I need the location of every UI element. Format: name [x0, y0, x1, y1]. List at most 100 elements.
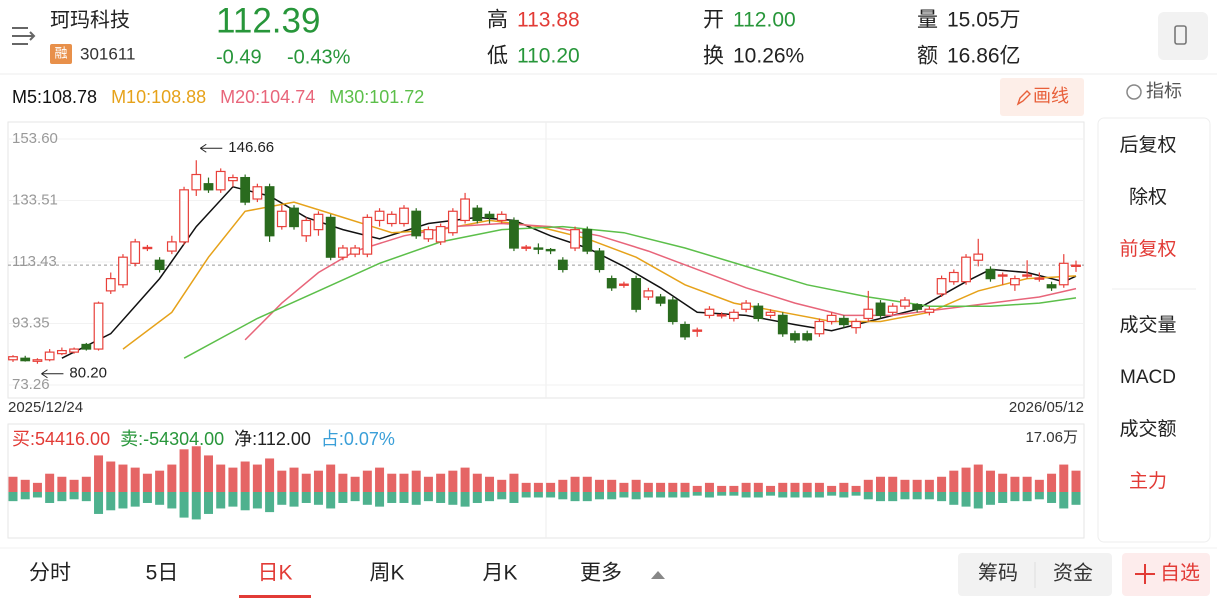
volume-bar-down [692, 492, 702, 496]
min-arrow [41, 369, 64, 379]
candle-body [606, 278, 617, 289]
candle-body [900, 299, 910, 307]
volume-bar-down [423, 492, 433, 502]
volume-bar-up [802, 482, 812, 492]
volume-bar-up [326, 464, 336, 492]
sidebar-item[interactable]: 成交额 [1119, 418, 1176, 440]
candle-body [276, 210, 287, 228]
sidebar-item[interactable]: 前复权 [1119, 238, 1176, 260]
candle-body [325, 216, 336, 258]
volume-bar-up [888, 476, 898, 492]
sidebar-item[interactable]: 后复权 [1119, 134, 1176, 156]
volume-bar-up [436, 473, 446, 492]
sidebar-item[interactable]: 主力 [1129, 470, 1167, 492]
stat-label: 换 [703, 45, 724, 68]
volume-bar-up [509, 473, 519, 492]
tab[interactable]: 分时 [29, 562, 71, 585]
candle-body [203, 183, 214, 191]
candle-body [997, 274, 1008, 277]
tab[interactable]: 日K [257, 562, 292, 585]
volume-bar-up [863, 479, 873, 492]
volume-bar-up [876, 476, 886, 492]
candle-body [93, 302, 104, 350]
tab[interactable]: 5日 [146, 562, 179, 585]
volume-bar-up [460, 467, 470, 492]
candle-body [704, 308, 715, 316]
volume-bar-up [130, 467, 140, 492]
tab[interactable]: 月K [482, 562, 517, 585]
volume-bar-up [619, 482, 629, 492]
price: 112.39 [216, 1, 320, 40]
tab[interactable]: 周K [369, 562, 404, 585]
draw-button-label: 画线 [1033, 86, 1069, 106]
candle-body [264, 186, 275, 237]
draw-button[interactable] [1000, 78, 1084, 116]
volume-bar-down [631, 492, 641, 500]
volume-bar-down [301, 492, 311, 503]
volume-bar-up [252, 464, 262, 492]
sidebar-frame [1097, 117, 1211, 543]
sidebar-item[interactable]: 成交量 [1119, 314, 1176, 336]
y-tick-label: 113.43 [12, 253, 57, 270]
volume-bar-down [179, 492, 189, 518]
max-label: 146.66 [228, 139, 274, 156]
volume-bar-down [888, 492, 898, 502]
volume-bar-up [32, 482, 42, 492]
volume-bar-down [802, 492, 812, 498]
volume-bar-up [607, 479, 617, 492]
volume-legend: 卖:-54304.00 [120, 429, 224, 449]
menu-icon[interactable] [12, 27, 36, 45]
sidebar-item[interactable]: MACD [1120, 367, 1176, 388]
volume-bar-up [985, 470, 995, 492]
candle-body [802, 333, 813, 341]
watch-button[interactable] [1122, 553, 1210, 596]
button-label[interactable]: 筹码 [978, 561, 1018, 584]
stock-code: 301611 [80, 44, 135, 63]
volume-bar-down [998, 492, 1008, 503]
button-label[interactable]: 资金 [1053, 561, 1093, 584]
candle-body [973, 253, 984, 261]
volume-bar-up [533, 482, 543, 492]
candle-body [1046, 284, 1057, 289]
volume-bar-down [32, 492, 42, 498]
volume-bar-up [766, 485, 776, 492]
volume-bar-down [142, 492, 152, 503]
candle-body [374, 210, 385, 222]
volume-bar-up [167, 464, 177, 492]
volume-bar-down [521, 492, 531, 498]
tab-underline [239, 595, 311, 598]
volume-bar-up [937, 476, 947, 492]
candle-body [240, 176, 251, 203]
candle-body [460, 198, 470, 222]
tab[interactable]: 更多 [580, 562, 622, 585]
volume-bar-up [289, 467, 299, 492]
volume-bar-up [717, 485, 727, 492]
volume-bar-up [594, 479, 604, 492]
volume-bar-up [411, 470, 421, 492]
sidebar-title[interactable]: 指标 [1146, 81, 1182, 101]
ma-line [183, 225, 1077, 359]
watch-button-label: 自选 [1160, 561, 1200, 584]
y-tick-label: 153.60 [12, 130, 58, 147]
candle-body [667, 299, 678, 323]
sidebar-item[interactable]: 除权 [1129, 186, 1167, 208]
volume-bar-down [949, 492, 959, 505]
volume-bar-down [1022, 492, 1032, 502]
candle-body [337, 247, 348, 258]
candle-body [619, 283, 629, 286]
candle-body [386, 213, 397, 225]
device-button[interactable] [1158, 12, 1208, 60]
volume-bar-down [766, 492, 776, 496]
candle-body [557, 259, 568, 271]
volume-bar-up [1071, 470, 1081, 492]
volume-bar-up [277, 470, 287, 492]
candle-body [496, 213, 507, 222]
volume-bar-up [631, 479, 641, 492]
volume-bar-down [252, 492, 262, 509]
volume-bar-down [375, 492, 385, 507]
candle-body [56, 349, 67, 355]
volume-bar-up [924, 479, 934, 492]
volume-bar-up [839, 482, 849, 492]
candle-body [838, 317, 849, 326]
volume-bar-up [704, 482, 714, 492]
